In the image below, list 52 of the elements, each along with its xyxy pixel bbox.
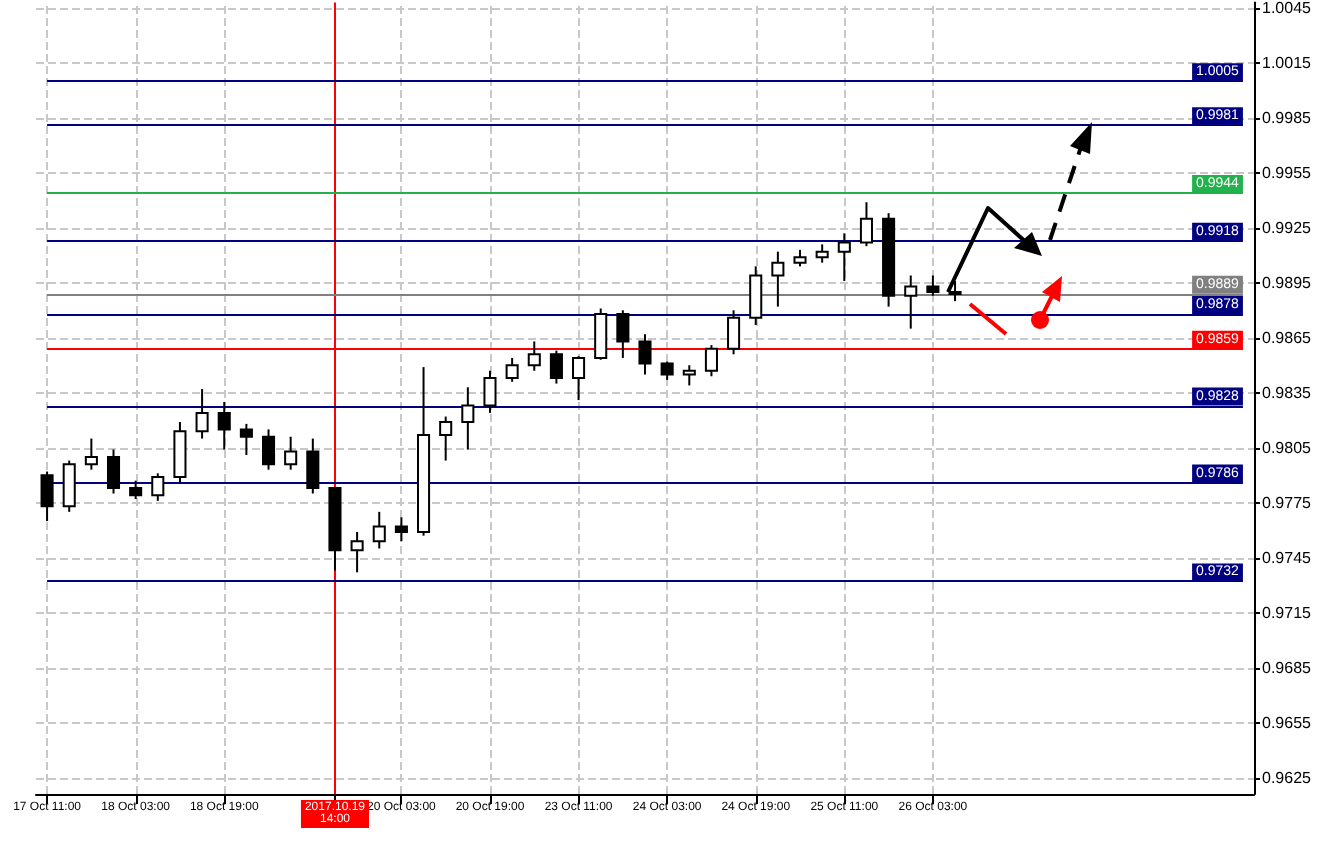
candlestick — [837, 232, 851, 282]
candlestick — [439, 415, 453, 462]
candlestick — [727, 309, 741, 356]
candlestick — [239, 422, 253, 457]
candlestick — [350, 531, 364, 574]
candlestick — [527, 340, 541, 372]
candlestick — [261, 428, 276, 471]
candlestick — [616, 309, 630, 359]
candlestick — [638, 333, 652, 376]
y-tick-label: 0.9745 — [1262, 548, 1313, 567]
y-tick-label: 0.9985 — [1262, 108, 1313, 127]
candlestick — [771, 250, 785, 308]
candlestick — [372, 510, 386, 550]
candlestick — [151, 472, 165, 502]
candlestick — [173, 421, 187, 484]
candlestick — [62, 459, 76, 513]
candlestick — [749, 265, 763, 326]
y-tick-label: 1.0015 — [1262, 53, 1313, 72]
y-tick-label: 0.9835 — [1262, 383, 1313, 402]
candlestick — [40, 470, 54, 523]
candlestick — [704, 344, 718, 378]
y-tick-label: 1.0045 — [1262, 0, 1313, 17]
candlestick — [505, 356, 519, 383]
y-tick-label: 0.9955 — [1262, 163, 1313, 182]
y-tick-label: 0.9685 — [1262, 658, 1313, 677]
y-tick-label: 0.9775 — [1262, 493, 1313, 512]
y-tick-label: 0.9655 — [1262, 713, 1313, 732]
candlestick — [195, 388, 209, 440]
candlestick — [129, 479, 143, 501]
candlestick — [682, 364, 696, 387]
candlestick — [461, 386, 475, 451]
candlestick — [948, 279, 962, 303]
y-tick-label: 0.9925 — [1262, 218, 1313, 237]
y-tick-label: 0.9625 — [1262, 768, 1313, 787]
y-tick-label: 0.9865 — [1262, 328, 1313, 347]
candlestick — [84, 437, 98, 471]
y-tick-label: 0.9715 — [1262, 603, 1313, 622]
candlestick — [926, 274, 940, 297]
y-tick-label: 0.9805 — [1262, 438, 1313, 457]
candlestick — [483, 369, 497, 414]
candlestick — [284, 435, 298, 471]
candlestick — [572, 355, 586, 402]
candlestick — [394, 516, 408, 543]
candlestick — [859, 201, 873, 248]
candlestick — [594, 307, 608, 361]
candlestick — [217, 400, 231, 451]
candlestick — [306, 437, 320, 495]
candlestick — [106, 448, 121, 495]
candlestick — [549, 349, 563, 385]
y-tick-label: 0.9895 — [1262, 273, 1313, 292]
candlestick — [815, 243, 829, 264]
candlestick — [904, 274, 918, 330]
